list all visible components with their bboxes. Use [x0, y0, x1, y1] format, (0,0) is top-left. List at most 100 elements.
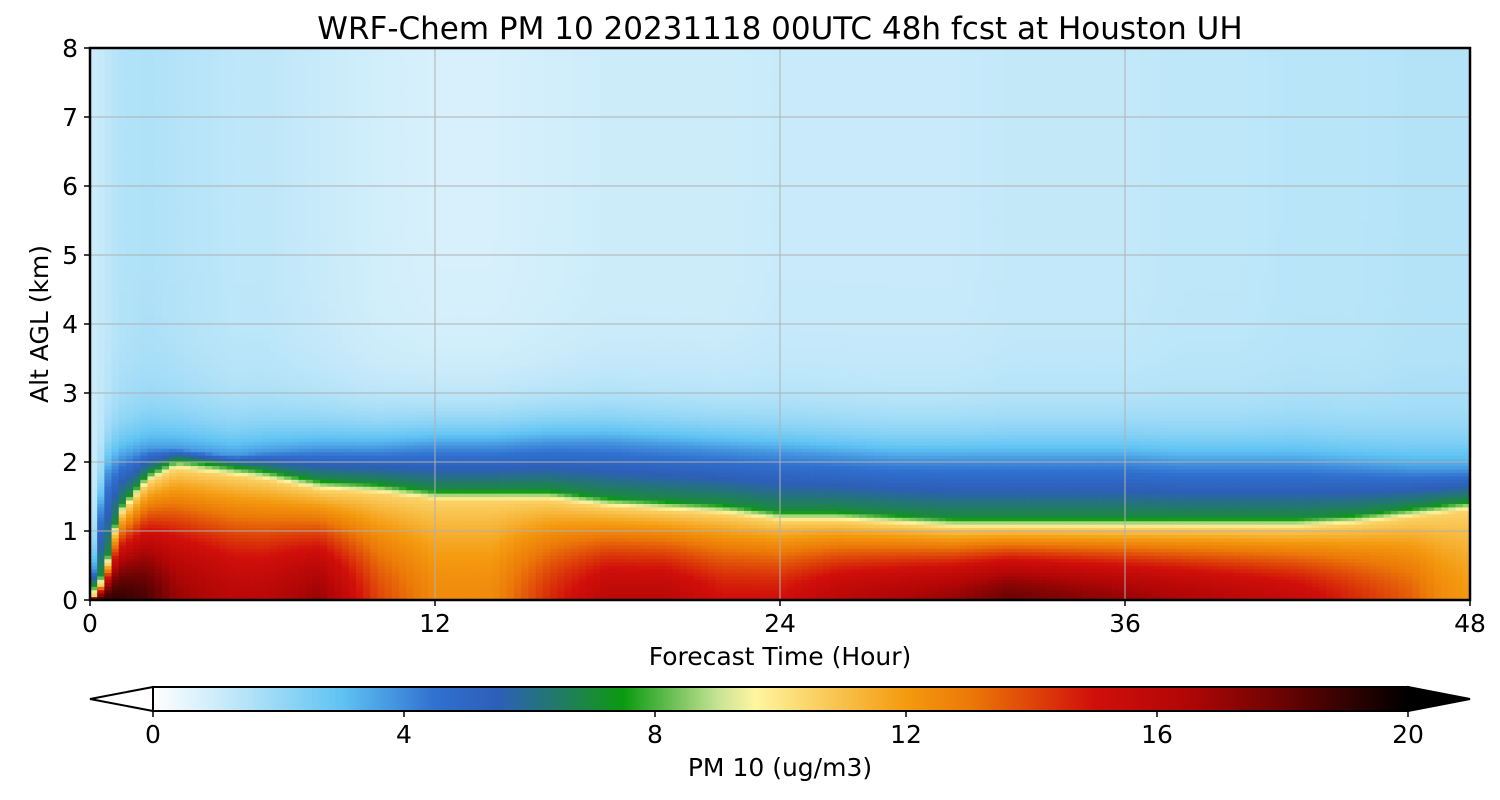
field-cell [126, 445, 134, 449]
field-cell [291, 524, 299, 528]
field-cell [298, 245, 306, 249]
field-cell [112, 566, 120, 570]
field-cell [104, 221, 112, 225]
field-cell [133, 72, 141, 76]
field-cell [270, 538, 278, 542]
field-cell [298, 83, 306, 87]
field-cell [183, 338, 191, 342]
field-cell [284, 386, 292, 390]
field-cell [255, 158, 263, 162]
field-cell [227, 510, 235, 514]
field-cell [306, 62, 314, 66]
field-cell [219, 428, 227, 432]
field-cell [104, 469, 112, 473]
field-cell [162, 293, 170, 297]
field-cell [205, 555, 213, 559]
field-cell [126, 431, 134, 435]
field-cell [198, 424, 206, 428]
field-cell [298, 210, 306, 214]
field-cell [219, 566, 227, 570]
field-cell [119, 65, 127, 69]
field-cell [205, 503, 213, 507]
field-cell [219, 376, 227, 380]
field-cell [169, 338, 177, 342]
field-cell [298, 248, 306, 252]
field-cell [270, 403, 278, 407]
field-cell [306, 55, 314, 59]
field-cell [241, 414, 249, 418]
field-cell [119, 214, 127, 218]
field-cell [126, 110, 134, 114]
field-cell [97, 241, 105, 245]
field-cell [227, 569, 235, 573]
field-cell [126, 462, 134, 466]
field-cell [212, 179, 220, 183]
field-cell [169, 79, 177, 83]
field-cell [140, 265, 148, 269]
field-cell [183, 76, 191, 80]
field-cell [306, 552, 314, 556]
field-cell [263, 120, 271, 124]
field-cell [241, 248, 249, 252]
field-cell [205, 369, 213, 373]
field-cell [219, 552, 227, 556]
field-cell [212, 72, 220, 76]
field-cell [133, 441, 141, 445]
field-cell [198, 158, 206, 162]
field-cell [298, 590, 306, 594]
field-cell [263, 593, 271, 597]
field-cell [241, 331, 249, 335]
field-cell [191, 65, 199, 69]
field-cell [255, 217, 263, 221]
field-cell [119, 465, 127, 469]
field-cell [183, 148, 191, 152]
field-cell [270, 317, 278, 321]
field-cell [255, 203, 263, 207]
field-cell [140, 507, 148, 511]
field-cell [241, 234, 249, 238]
field-cell [219, 55, 227, 59]
field-cell [227, 545, 235, 549]
field-cell [97, 283, 105, 287]
field-cell [219, 365, 227, 369]
field-cell [162, 490, 170, 494]
field-cell [277, 255, 285, 259]
field-cell [126, 134, 134, 138]
field-cell [119, 327, 127, 331]
field-cell [248, 238, 256, 242]
field-cell [263, 141, 271, 145]
field-cell [112, 379, 120, 383]
field-cell [162, 431, 170, 435]
field-cell [155, 507, 163, 511]
field-cell [133, 107, 141, 111]
field-cell [191, 58, 199, 62]
field-cell [169, 258, 177, 262]
field-cell [104, 493, 112, 497]
field-cell [219, 455, 227, 459]
field-cell [227, 396, 235, 400]
field-cell [227, 507, 235, 511]
field-cell [155, 117, 163, 121]
field-cell [148, 131, 156, 135]
field-cell [112, 314, 120, 318]
field-cell [248, 131, 256, 135]
field-cell [119, 590, 127, 594]
field-cell [255, 345, 263, 349]
field-cell [270, 400, 278, 404]
field-cell [227, 248, 235, 252]
field-cell [227, 552, 235, 556]
field-cell [97, 200, 105, 204]
field-cell [169, 255, 177, 259]
field-cell [212, 521, 220, 525]
field-cell [270, 120, 278, 124]
field-cell [234, 245, 242, 249]
field-cell [191, 307, 199, 311]
field-cell [155, 245, 163, 249]
field-cell [234, 455, 242, 459]
field-cell [104, 138, 112, 142]
field-cell [183, 424, 191, 428]
field-cell [155, 169, 163, 173]
field-cell [191, 524, 199, 528]
field-cell [119, 303, 127, 307]
field-cell [155, 72, 163, 76]
